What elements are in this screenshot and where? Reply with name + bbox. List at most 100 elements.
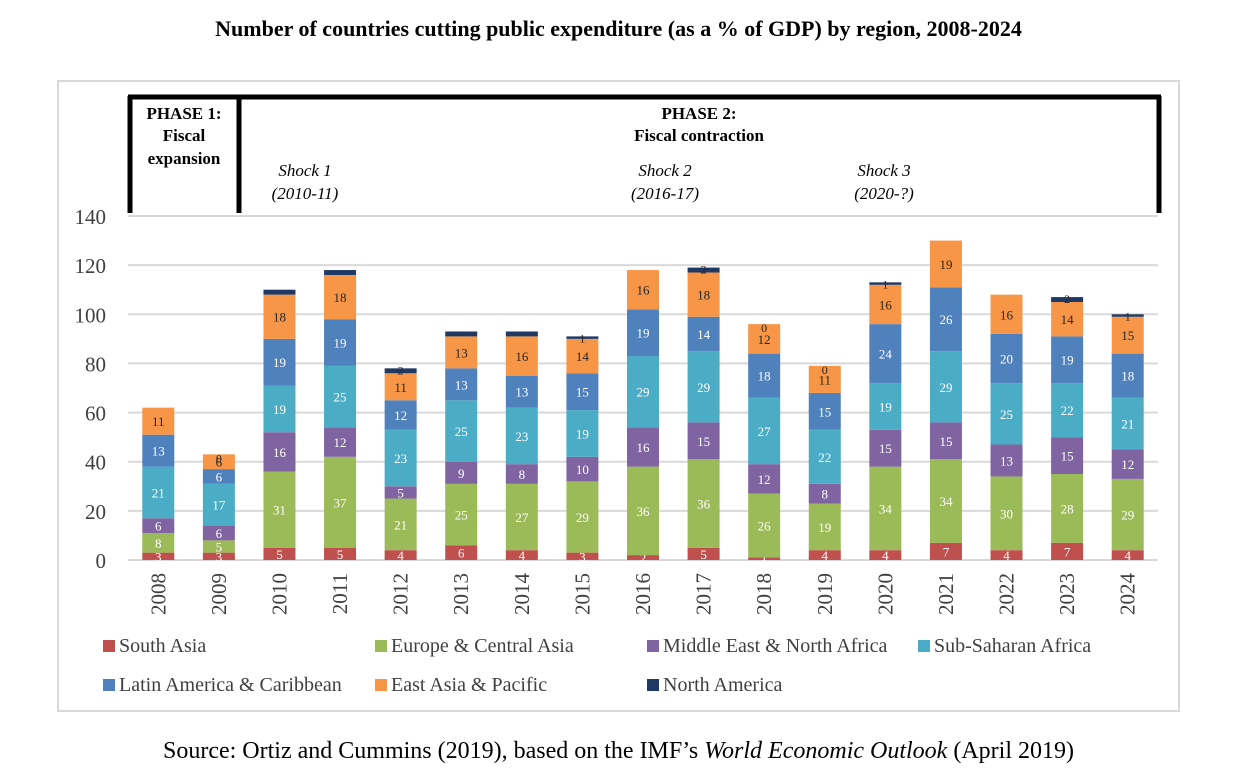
data-label: 16 (273, 445, 287, 460)
data-label: 1 (1125, 309, 1131, 323)
bar-segment (1051, 542, 1084, 560)
data-label: 5 (397, 485, 404, 500)
phase2-label-line2: Fiscal contraction (634, 126, 764, 145)
bar-segment (142, 532, 175, 553)
x-tick-label: 2018 (752, 573, 776, 615)
x-tick-label: 2022 (995, 573, 1019, 615)
data-label: 22 (1061, 403, 1074, 418)
bar-segment (263, 385, 296, 433)
bar-segment (566, 338, 599, 374)
bar-stack-2012: 4 21 5 23 12 11 2 (384, 363, 417, 563)
data-label: 25 (334, 390, 347, 405)
data-label: 4 (1003, 548, 1010, 563)
bar-segment (808, 429, 841, 484)
bar-segment (445, 368, 478, 401)
data-label: 18 (758, 369, 771, 384)
data-label: 6 (216, 526, 223, 541)
legend-swatch (647, 640, 659, 652)
bar-segment (929, 240, 962, 288)
data-label: 2 (701, 263, 707, 277)
data-label: 34 (879, 501, 893, 516)
bar-segment (142, 552, 175, 560)
x-tick-label: 2013 (449, 573, 473, 615)
legend-swatch (103, 679, 115, 691)
bar-segment (202, 454, 235, 470)
bar-segment (384, 498, 417, 551)
bar-stack-2016: 2 36 16 29 19 16 (627, 270, 659, 566)
data-label: 21 (394, 517, 407, 532)
bar-segment (929, 542, 962, 560)
bar-stack-2019: 4 19 8 22 15 110 (808, 363, 841, 563)
data-label: 16 (637, 283, 651, 298)
bar-segment (808, 483, 841, 504)
bar-segment (687, 547, 720, 560)
bar-segment (505, 331, 538, 337)
bar-segment (384, 550, 417, 560)
bar-stack-2017: 5 36 15 29 14 18 2 (687, 263, 720, 562)
bar-segment (869, 324, 902, 384)
data-label: 26 (939, 312, 953, 327)
legend-label: Middle East & North Africa (663, 635, 888, 657)
bar-segment (263, 289, 296, 295)
data-label: 18 (697, 288, 710, 303)
data-label: 19 (273, 355, 286, 370)
legend-label: Sub-Saharan Africa (934, 635, 1091, 657)
bar-segment (627, 555, 659, 560)
data-label: 2 (398, 363, 404, 377)
data-label: 0 (822, 363, 828, 377)
legend-item: South Asia (103, 635, 206, 657)
data-label: 18 (1121, 369, 1134, 384)
data-label: 6 (458, 546, 465, 561)
bar-stack-2011: 5 37 12 25 19 18 (324, 270, 357, 562)
bar-segment (445, 461, 478, 484)
bar-segment (929, 422, 962, 460)
shock2-name: Shock 2 (638, 161, 692, 180)
data-label: 19 (939, 257, 952, 272)
bar-segment (263, 471, 296, 548)
bar-segment (929, 287, 962, 352)
bar-segment (990, 383, 1023, 445)
bar-stack-2024: 4 29 12 21 18 15 1 (1111, 309, 1144, 563)
data-label: 19 (637, 326, 650, 341)
bar-segment (1111, 478, 1144, 551)
bar-segment (445, 545, 478, 560)
data-label: 19 (334, 336, 347, 351)
bar-segment (384, 486, 417, 499)
bar-segment (505, 407, 538, 465)
data-label: 22 (818, 450, 831, 465)
data-label: 30 (1000, 506, 1013, 521)
y-tick-label: 120 (75, 254, 107, 278)
data-label: 13 (1000, 453, 1013, 468)
bar-segment (324, 270, 357, 275)
data-label: 8 (519, 467, 526, 482)
bar-segment (445, 400, 478, 462)
bar-segment (202, 469, 235, 484)
data-label: 12 (1121, 457, 1134, 472)
bar-segment (324, 319, 357, 366)
bar-segment (990, 333, 1023, 384)
data-label: 5 (700, 547, 707, 562)
bar-segment (324, 365, 357, 428)
x-tick-label: 2012 (389, 573, 413, 615)
y-tick-label: 60 (85, 402, 106, 426)
data-label: 3 (216, 549, 223, 564)
legend-label: North America (663, 674, 783, 696)
bar-segment (869, 550, 902, 560)
bar-stack-2023: 7 28 15 22 19 14 2 (1051, 292, 1084, 560)
data-label: 3 (579, 549, 586, 564)
bar-segment (505, 375, 538, 408)
bar-segment (142, 518, 175, 533)
bar-segment (566, 373, 599, 411)
data-label: 29 (637, 385, 650, 400)
data-label: 17 (212, 498, 226, 513)
data-label: 14 (576, 349, 590, 364)
bar-segment (990, 294, 1023, 334)
data-label: 15 (1061, 449, 1074, 464)
data-label: 37 (334, 495, 348, 510)
legend-label: South Asia (119, 635, 206, 657)
bar-segment (142, 466, 175, 519)
y-tick-label: 20 (85, 500, 106, 524)
source-suffix: (April 2019) (947, 738, 1074, 764)
